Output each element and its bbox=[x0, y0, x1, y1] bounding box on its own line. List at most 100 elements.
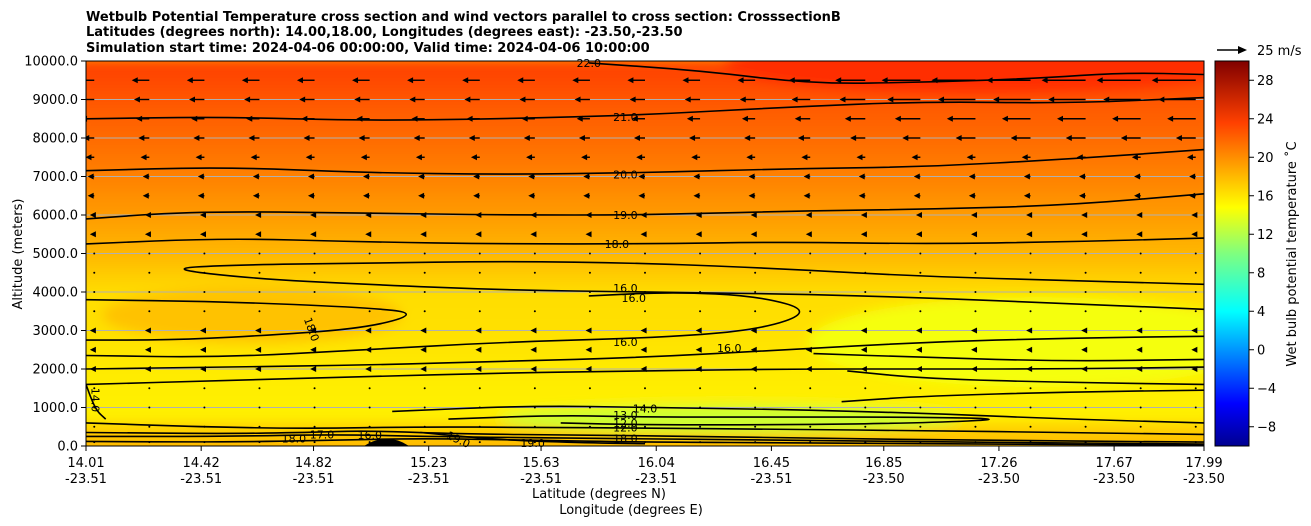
wind-vector bbox=[585, 327, 592, 334]
wind-key-label: 25 m/s bbox=[1257, 44, 1302, 59]
x-tick-label-lon: -23.50 bbox=[978, 472, 1020, 487]
y-tick-label: 7000.0 bbox=[33, 170, 79, 185]
wind-vector bbox=[754, 441, 757, 444]
wind-vector bbox=[1056, 115, 1086, 122]
wind-vector bbox=[588, 310, 591, 313]
contour-line bbox=[86, 430, 1204, 443]
wind-vector bbox=[588, 441, 591, 444]
wind-vector bbox=[203, 291, 206, 293]
wind-vector bbox=[418, 192, 425, 199]
wind-vector bbox=[423, 271, 426, 274]
wind-vector bbox=[313, 291, 316, 293]
field-band bbox=[86, 98, 1204, 105]
wind-vector bbox=[750, 231, 757, 238]
wind-vector bbox=[864, 291, 867, 293]
wind-vector bbox=[1081, 212, 1088, 218]
wind-vector bbox=[699, 291, 702, 293]
wind-vector bbox=[1048, 96, 1086, 103]
x-tick-label-lon: -23.51 bbox=[635, 472, 677, 487]
contour-line bbox=[86, 384, 107, 420]
wind-vector bbox=[258, 406, 261, 409]
wind-vector bbox=[644, 406, 646, 409]
wind-vector bbox=[1010, 135, 1031, 141]
wind-vector bbox=[365, 366, 372, 372]
field-band bbox=[86, 79, 1204, 86]
x-tick-label-lat: 14.42 bbox=[183, 456, 220, 471]
x-tick-label-lat: 15.63 bbox=[522, 456, 559, 471]
wind-vector bbox=[296, 77, 315, 84]
wind-vector bbox=[1041, 77, 1086, 84]
x-axis-label-longitude: Longitude (degrees E) bbox=[559, 503, 703, 518]
field-band bbox=[86, 129, 1204, 136]
wind-vector bbox=[473, 173, 480, 180]
wind-vector bbox=[301, 115, 315, 122]
field-band bbox=[86, 202, 1204, 209]
wind-vector bbox=[860, 346, 867, 353]
x-tick-label-lat: 14.01 bbox=[67, 456, 104, 471]
field-band bbox=[86, 352, 1204, 359]
wind-vector bbox=[468, 135, 480, 141]
wind-vector bbox=[1194, 252, 1197, 255]
field-band bbox=[86, 244, 1204, 251]
field-warm-region bbox=[101, 287, 402, 344]
wind-vector bbox=[478, 252, 481, 255]
wind-vector bbox=[809, 387, 812, 390]
wind-vector bbox=[186, 77, 205, 84]
field-band bbox=[86, 294, 1204, 301]
wind-vector bbox=[585, 231, 592, 238]
wind-vector bbox=[144, 366, 151, 372]
contour-label: 19.0 bbox=[613, 209, 638, 222]
field-band bbox=[86, 314, 1204, 320]
wind-vector bbox=[746, 154, 756, 161]
field-band bbox=[86, 163, 1204, 170]
wind-vector bbox=[1139, 425, 1142, 428]
wind-vector bbox=[695, 366, 702, 372]
wind-vector bbox=[691, 154, 701, 161]
wind-vector bbox=[1136, 327, 1143, 334]
wind-vector bbox=[1023, 192, 1031, 199]
wind-vector bbox=[744, 135, 756, 141]
wind-vector bbox=[368, 271, 371, 274]
contour-line bbox=[847, 370, 1204, 386]
wind-vector bbox=[258, 310, 261, 313]
field-band bbox=[86, 333, 1204, 340]
wind-vector bbox=[93, 252, 96, 255]
wind-vector bbox=[533, 291, 536, 293]
colorbar-tick-label: −8 bbox=[1257, 420, 1276, 435]
x-tick-label-lon: -23.51 bbox=[65, 472, 107, 487]
wind-vector bbox=[686, 115, 701, 122]
wind-vector bbox=[971, 366, 978, 372]
wind-vector bbox=[1139, 252, 1142, 255]
contour-label: 17.0 bbox=[310, 428, 335, 441]
wind-vector bbox=[1026, 231, 1033, 238]
contour-line bbox=[86, 366, 1204, 386]
wind-vector bbox=[197, 192, 205, 199]
contour-line bbox=[86, 298, 408, 341]
wind-vector bbox=[89, 327, 96, 334]
field-band bbox=[86, 221, 1204, 228]
field-band bbox=[86, 133, 1204, 139]
wind-vector bbox=[801, 154, 811, 161]
wind-vector bbox=[1084, 441, 1087, 444]
wind-vector bbox=[576, 115, 590, 122]
wind-vector bbox=[241, 77, 260, 84]
plot-area bbox=[86, 61, 1204, 446]
wind-vector bbox=[1136, 231, 1143, 238]
wind-vector bbox=[1103, 96, 1141, 103]
field-band bbox=[86, 67, 1204, 74]
wind-vector bbox=[1136, 212, 1143, 218]
wind-vector bbox=[856, 154, 866, 161]
wind-vector bbox=[986, 77, 1031, 84]
wind-vector bbox=[844, 115, 866, 122]
colorbar-tick-label: 16 bbox=[1257, 189, 1274, 204]
contour-line bbox=[86, 96, 1204, 121]
contour-line bbox=[86, 237, 1204, 245]
wind-vector bbox=[638, 192, 645, 199]
wind-vector bbox=[699, 310, 702, 313]
wind-vector bbox=[358, 135, 370, 141]
field-band bbox=[86, 337, 1204, 344]
field-band bbox=[86, 61, 1204, 66]
wind-vector bbox=[636, 154, 645, 161]
wind-vector bbox=[741, 115, 756, 122]
wind-vector bbox=[93, 271, 96, 274]
